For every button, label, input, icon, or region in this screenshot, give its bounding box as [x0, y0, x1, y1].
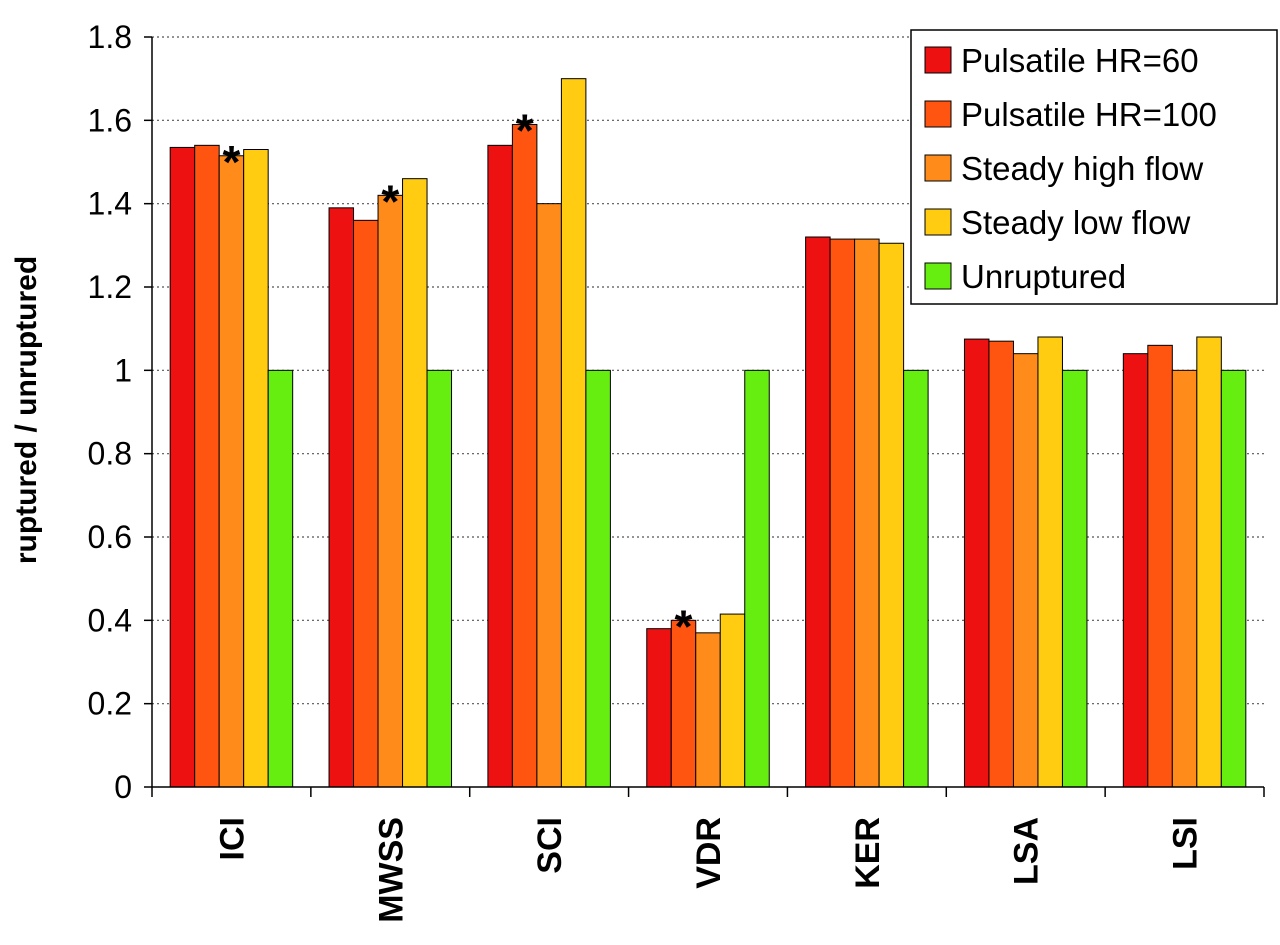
y-tick-label: 1.4 [88, 186, 132, 222]
significance-star: * [222, 136, 240, 188]
significance-star: * [381, 175, 399, 227]
significance-star: * [516, 105, 534, 157]
y-tick-label: 0 [114, 769, 132, 805]
bar [854, 238, 880, 788]
bar [353, 219, 379, 788]
bar [744, 369, 770, 788]
x-category-label: SCI [531, 817, 569, 874]
x-category-label: VDR [690, 817, 728, 889]
bar [805, 236, 831, 788]
y-axis-label: ruptured / unruptured [10, 256, 43, 564]
bar [511, 124, 538, 788]
x-category-label: LSI [1167, 817, 1205, 870]
legend-swatch [924, 100, 952, 128]
bar [829, 238, 856, 788]
bar [963, 338, 990, 788]
legend-label: Steady low flow [961, 204, 1190, 241]
legend-label: Pulsatile HR=100 [961, 96, 1217, 133]
x-category-labels: ICI MWSS SCI VDR KER LSA LSI [213, 817, 1204, 923]
y-tick-label: 0.8 [88, 436, 132, 472]
bar [536, 203, 562, 788]
bar [377, 194, 404, 788]
bar [487, 144, 513, 788]
bar [695, 632, 721, 788]
bar [1037, 336, 1063, 788]
bar [328, 207, 355, 788]
bar [903, 369, 929, 788]
legend-swatch [924, 46, 952, 74]
bar [194, 144, 220, 788]
legend-swatch [924, 262, 952, 290]
bar [1220, 369, 1247, 788]
bar [426, 369, 453, 788]
bar [1122, 353, 1149, 788]
x-category-label: KER [849, 817, 887, 889]
bar [1061, 369, 1088, 788]
legend-box [910, 29, 1278, 305]
bar [243, 149, 269, 788]
y-tick-label: 1.2 [88, 269, 132, 305]
bar [646, 628, 672, 788]
bar [585, 369, 611, 788]
bar [670, 619, 697, 788]
bar [218, 155, 245, 788]
x-category-label: LSA [1008, 817, 1046, 885]
bar [1147, 344, 1173, 788]
bars [169, 78, 1247, 788]
legend: Pulsatile HR=60 Pulsatile HR=100 Steady hi… [910, 29, 1278, 305]
bar [719, 613, 746, 788]
bar [560, 78, 587, 788]
bar [169, 146, 196, 788]
x-category-label: ICI [213, 817, 251, 860]
bar [1196, 336, 1222, 788]
y-tick-labels: 0 0.2 0.4 0.6 0.8 1 1.2 1.4 1.6 1.8 [88, 19, 152, 805]
y-tick-label: 0.6 [88, 519, 132, 555]
significance-star: * [675, 600, 693, 652]
significance-markers: * * * * [222, 105, 692, 653]
y-tick-label: 0.4 [88, 602, 132, 638]
bar [1012, 353, 1039, 788]
legend-label: Steady high flow [961, 150, 1203, 187]
legend-label: Pulsatile HR=60 [961, 42, 1199, 79]
legend-swatch [924, 208, 952, 236]
y-tick-label: 0.2 [88, 686, 132, 722]
legend-swatch [924, 154, 952, 182]
bar [878, 242, 905, 788]
bar [988, 340, 1014, 788]
y-tick-label: 1.6 [88, 102, 132, 138]
axes [151, 37, 1265, 797]
legend-label: Unruptured [961, 258, 1126, 295]
bar [1171, 369, 1198, 788]
y-tick-label: 1.8 [88, 19, 132, 55]
bar [267, 369, 294, 788]
bar [402, 178, 428, 788]
y-tick-label: 1 [114, 352, 132, 388]
x-category-label: MWSS [372, 817, 410, 923]
